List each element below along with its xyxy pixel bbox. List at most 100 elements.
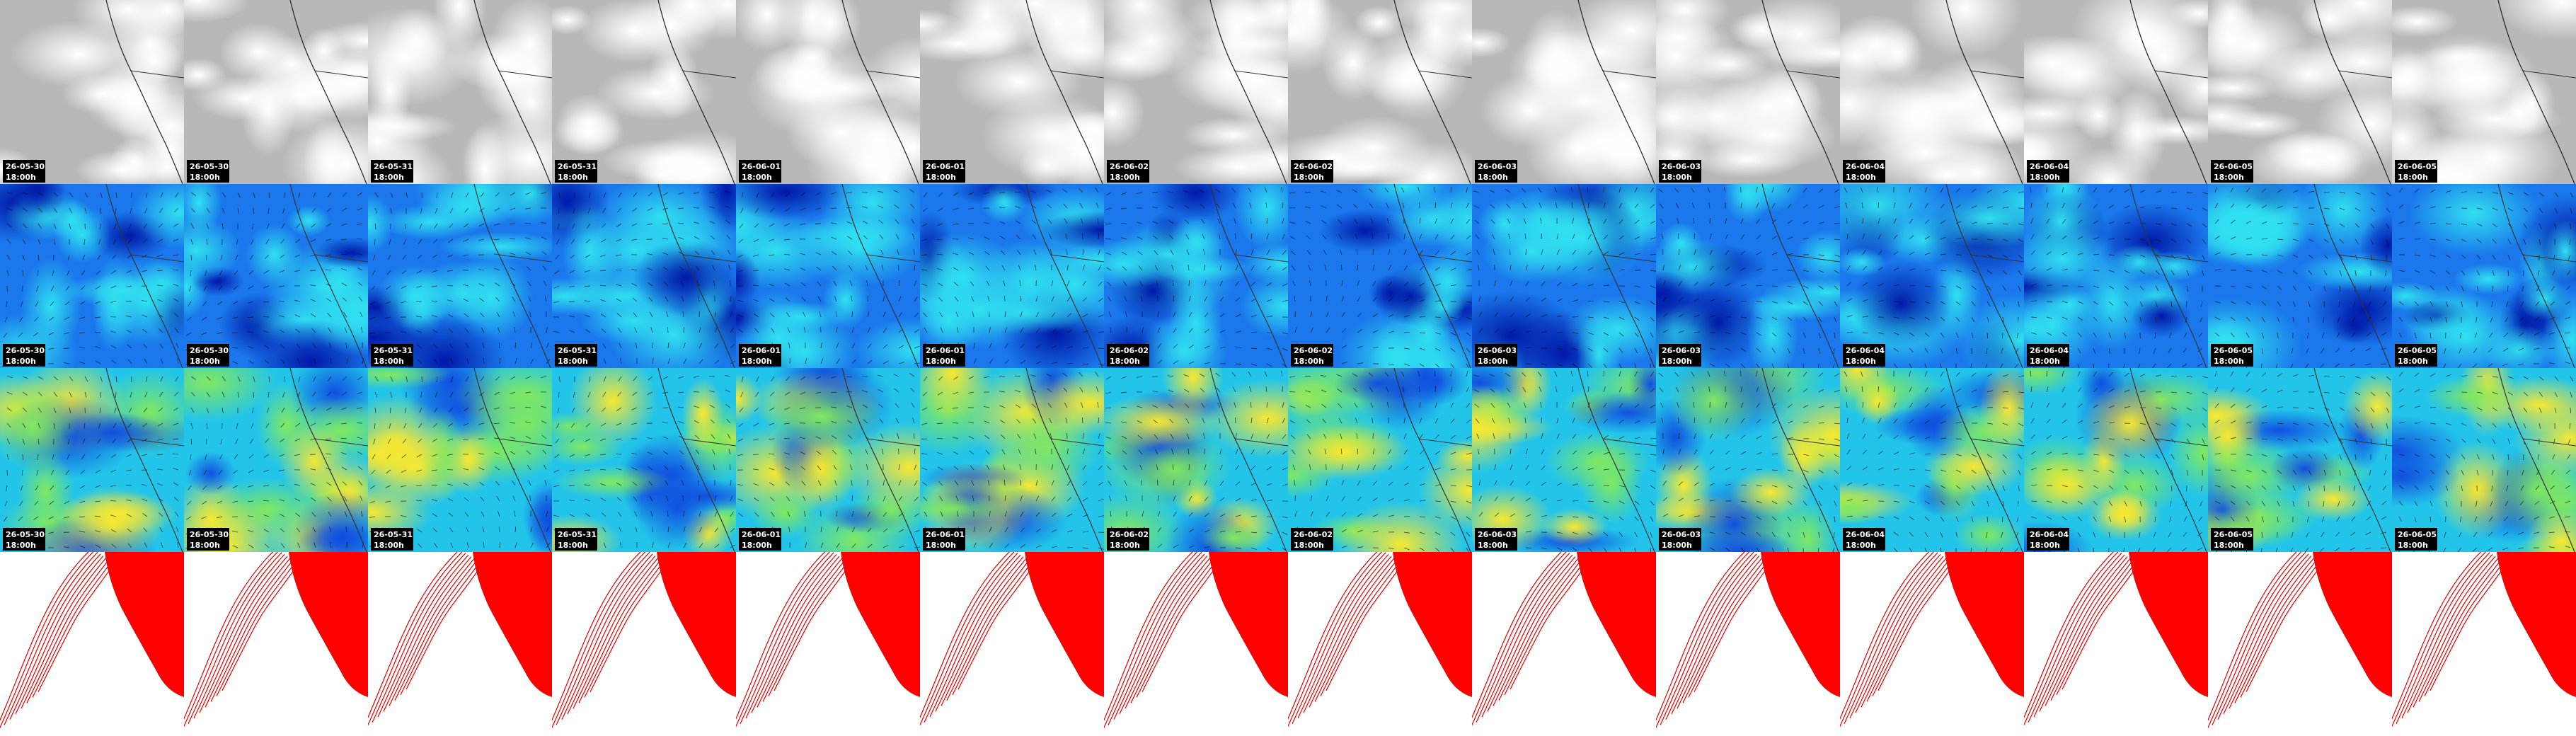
map-field bbox=[747, 40, 885, 139]
isobar bbox=[9, 553, 101, 720]
coastline bbox=[657, 368, 735, 552]
isobar bbox=[2407, 556, 2496, 713]
map-field bbox=[1577, 309, 1622, 368]
map-field bbox=[2024, 225, 2119, 294]
border bbox=[314, 254, 368, 263]
time-label: 18:00h bbox=[190, 173, 220, 182]
coastline bbox=[2313, 184, 2391, 368]
time-label: 18:00h bbox=[2398, 173, 2428, 182]
map-field bbox=[1209, 0, 1264, 76]
isobar bbox=[1671, 556, 1760, 715]
isobar bbox=[4, 552, 98, 725]
time-label: 18:00h bbox=[190, 541, 220, 550]
isobar bbox=[1840, 552, 1935, 728]
date-label: 26-05-31 bbox=[374, 346, 413, 355]
isobar bbox=[2401, 553, 2493, 719]
map-field bbox=[1136, 443, 1213, 496]
map-field bbox=[2392, 100, 2442, 178]
isobar bbox=[556, 552, 650, 725]
map-field bbox=[368, 8, 475, 107]
label-box bbox=[187, 160, 229, 183]
isobar bbox=[1297, 553, 1389, 719]
map-field bbox=[794, 206, 920, 287]
border bbox=[314, 70, 368, 79]
date-label: 26-05-31 bbox=[558, 530, 597, 539]
isobar bbox=[222, 563, 299, 691]
isobar bbox=[2217, 553, 2309, 720]
time-label: 18:00h bbox=[2214, 357, 2244, 366]
isobar bbox=[1303, 556, 1392, 713]
isobar bbox=[1288, 552, 1378, 720]
map-field bbox=[1953, 513, 2024, 552]
isobar bbox=[1108, 552, 1202, 725]
coastline bbox=[2129, 368, 2207, 552]
date-label: 26-06-05 bbox=[2398, 530, 2437, 539]
map-field bbox=[2024, 34, 2110, 93]
map-field bbox=[1628, 368, 1656, 413]
date-label: 26-06-03 bbox=[1662, 530, 1701, 539]
label-box bbox=[1843, 528, 1885, 551]
map-field bbox=[1515, 190, 1648, 287]
isobar bbox=[1113, 553, 1205, 720]
pressure-map bbox=[1288, 552, 1472, 736]
border bbox=[1970, 254, 2024, 263]
map-field bbox=[2293, 477, 2374, 522]
map-field bbox=[2494, 0, 2576, 40]
date-label: 26-06-04 bbox=[2030, 162, 2069, 171]
time-label: 18:00h bbox=[1110, 357, 1140, 366]
wind-arrows bbox=[737, 373, 920, 548]
date-label: 26-06-04 bbox=[2030, 530, 2069, 539]
coastline bbox=[2313, 0, 2391, 184]
map-field bbox=[1242, 242, 1288, 286]
date-label: 26-06-01 bbox=[742, 530, 781, 539]
isobar bbox=[32, 560, 113, 698]
wind-map-upper: 26-06-05 18:00h bbox=[2392, 184, 2576, 368]
wind-arrows bbox=[1105, 187, 1288, 368]
map-field bbox=[265, 67, 368, 113]
wind-arrows bbox=[2214, 187, 2391, 368]
date-label: 26-06-05 bbox=[2214, 162, 2253, 171]
map-field bbox=[920, 368, 992, 420]
wind-arrows bbox=[553, 375, 736, 548]
cloud-map: 26-06-03 18:00h bbox=[1472, 0, 1656, 184]
map-field bbox=[1873, 25, 1924, 81]
coastline bbox=[289, 368, 367, 552]
wind-map-upper: 26-05-31 18:00h bbox=[552, 184, 736, 368]
time-label: 18:00h bbox=[1294, 357, 1324, 366]
map-field bbox=[2170, 54, 2208, 121]
map-field bbox=[1737, 0, 1840, 73]
border bbox=[866, 254, 920, 263]
isobar bbox=[1130, 559, 1214, 703]
coastline bbox=[105, 0, 183, 184]
cloud-map: 26-05-30 18:00h bbox=[0, 0, 184, 184]
land bbox=[289, 552, 368, 697]
isobar bbox=[188, 552, 282, 724]
date-label: 26-06-04 bbox=[1846, 162, 1885, 171]
map-field bbox=[1202, 379, 1288, 459]
isobar bbox=[2223, 556, 2312, 715]
map-field bbox=[1104, 394, 1222, 449]
label-box bbox=[2027, 528, 2069, 551]
isobar bbox=[2033, 554, 2125, 718]
isobar bbox=[368, 552, 463, 726]
label-box bbox=[923, 528, 965, 551]
date-label: 26-05-31 bbox=[374, 162, 413, 171]
isobar bbox=[368, 552, 459, 719]
isobar bbox=[567, 556, 656, 715]
land bbox=[1025, 552, 1104, 697]
coastline bbox=[289, 184, 367, 368]
border bbox=[1234, 254, 1288, 263]
map-field bbox=[2359, 214, 2392, 277]
wind-arrows bbox=[1844, 186, 2024, 368]
border bbox=[130, 70, 184, 79]
wind-arrows bbox=[1, 192, 179, 367]
map-field bbox=[2214, 110, 2304, 139]
time-label: 18:00h bbox=[1662, 357, 1692, 366]
land bbox=[1209, 552, 1288, 697]
coastline bbox=[2497, 0, 2575, 184]
wind-map-upper: 26-06-03 18:00h bbox=[1656, 184, 1840, 368]
isobar bbox=[1125, 557, 1211, 709]
isobar bbox=[941, 558, 1027, 706]
wind-arrows bbox=[921, 372, 1104, 550]
cloud-map: 26-06-05 18:00h bbox=[2392, 0, 2576, 184]
